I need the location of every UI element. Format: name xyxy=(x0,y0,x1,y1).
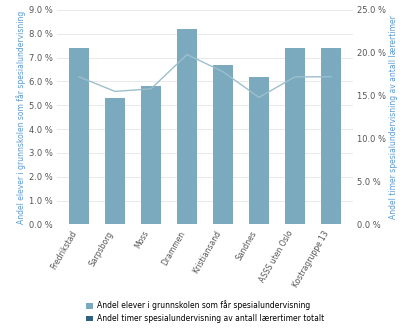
Bar xyxy=(320,48,340,224)
Y-axis label: Andel timer spesialundervisning av antall lærertimer: Andel timer spesialundervisning av antal… xyxy=(388,15,397,219)
Bar xyxy=(141,86,160,224)
Bar xyxy=(249,77,268,224)
Legend: Andel elever i grunnskolen som får spesialundervisning, Andel timer spesialunder: Andel elever i grunnskolen som får spesi… xyxy=(82,297,327,326)
Y-axis label: Andel elever i grunnskolen som får spesialundervisning: Andel elever i grunnskolen som får spesi… xyxy=(16,11,26,224)
Bar xyxy=(69,48,89,224)
Bar xyxy=(105,98,125,224)
Bar xyxy=(177,29,196,224)
Bar xyxy=(213,65,232,224)
Bar xyxy=(284,48,304,224)
